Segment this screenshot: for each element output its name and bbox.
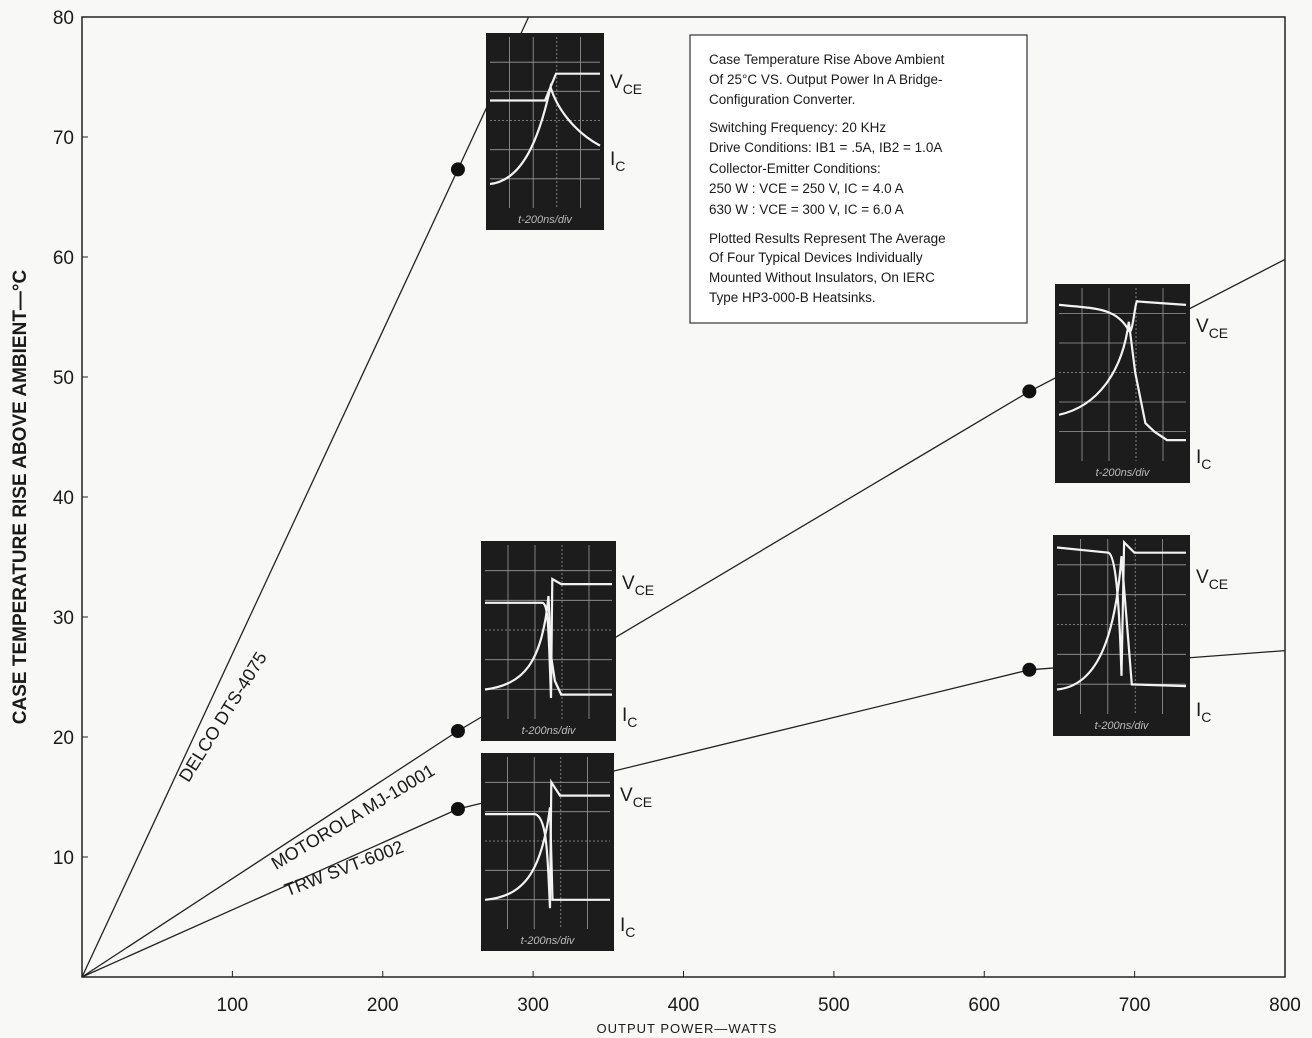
- vce-label-sub: CE: [635, 582, 654, 598]
- vce-label-main: V: [1196, 567, 1209, 588]
- ic-label-main: I: [622, 705, 627, 726]
- inset-timebase: t-200ns/div: [1096, 467, 1151, 479]
- ic-label-main: I: [620, 915, 625, 936]
- vce-label-main: V: [1196, 316, 1209, 337]
- data-point: [450, 724, 465, 738]
- ic-label-sub: C: [1201, 456, 1211, 472]
- inset-trace: [485, 577, 612, 699]
- x-tick-label: 100: [217, 995, 249, 1016]
- vce-label: VCE: [610, 72, 642, 97]
- x-tick-label: 300: [517, 995, 549, 1016]
- inset-trace: [484, 595, 612, 696]
- y-tick-label: 30: [53, 608, 74, 629]
- inset-trace: [485, 778, 610, 909]
- x-tick-label: 400: [668, 995, 700, 1016]
- vce-label-sub: CE: [633, 794, 652, 810]
- y-tick-label: 70: [53, 128, 74, 149]
- vce-label-sub: CE: [1209, 576, 1228, 592]
- ic-label-main: I: [1196, 447, 1201, 468]
- vce-label: VCE: [1196, 316, 1228, 341]
- inset-trace: [484, 807, 610, 901]
- oscilloscope-inset: t-200ns/div VCE IC: [1055, 284, 1228, 483]
- inset-screen: [486, 33, 604, 230]
- ic-label: IC: [610, 149, 625, 174]
- data-point: [1022, 384, 1037, 399]
- x-tick-label: 800: [1269, 995, 1301, 1016]
- note-line: Case Temperature Rise Above Ambient: [709, 52, 945, 67]
- x-axis-title: OUTPUT POWER—WATTS: [597, 1021, 778, 1036]
- ic-label-main: I: [1196, 700, 1201, 721]
- x-tick-label: 500: [818, 995, 850, 1016]
- vce-label: VCE: [1196, 567, 1228, 592]
- note-line: Collector-Emitter Conditions:: [709, 161, 881, 176]
- inset-timebase: t-200ns/div: [522, 725, 577, 737]
- note-line: Configuration Converter.: [709, 92, 855, 107]
- vce-label: VCE: [620, 785, 652, 810]
- vce-label: VCE: [622, 573, 654, 598]
- oscilloscope-inset: t-200ns/div VCE IC: [481, 541, 654, 741]
- data-point: [450, 802, 465, 816]
- oscilloscope-inset: t-200ns/div VCE IC: [481, 753, 652, 951]
- ic-label: IC: [622, 705, 637, 730]
- inset-timebase: t-200ns/div: [518, 214, 573, 226]
- y-tick-label: 20: [53, 728, 74, 749]
- data-point: [1022, 662, 1037, 677]
- x-tick-label: 700: [1119, 995, 1151, 1016]
- vce-label-main: V: [622, 573, 635, 594]
- inset-trace: [1058, 321, 1186, 442]
- note-line: Drive Conditions: IB1 = .5A, IB2 = 1.0A: [709, 140, 942, 155]
- oscilloscope-inset: t-200ns/div VCE IC: [486, 33, 642, 230]
- note-line: 250 W : VCE = 250 V, IC = 4.0 A: [709, 181, 904, 196]
- y-axis-title: CASE TEMPERATURE RISE ABOVE AMBIENT—°C: [10, 269, 31, 724]
- y-tick-label: 80: [53, 8, 74, 29]
- ic-label: IC: [1196, 447, 1211, 472]
- y-tick-label: 60: [53, 248, 74, 269]
- ic-label-sub: C: [1201, 709, 1211, 725]
- vce-label-sub: CE: [623, 81, 642, 97]
- inset-timebase: t-200ns/div: [521, 935, 576, 947]
- data-point: [450, 162, 465, 177]
- inset-timebase: t-200ns/div: [1095, 720, 1150, 732]
- y-tick-label: 40: [53, 488, 74, 509]
- inset-trace: [490, 72, 600, 102]
- note-box: [689, 34, 1028, 324]
- ic-label-sub: C: [627, 714, 637, 730]
- ic-label: IC: [620, 915, 635, 940]
- ic-label-sub: C: [625, 924, 635, 940]
- note-line: Switching Frequency: 20 KHz: [709, 120, 886, 135]
- inset-screen: [1055, 284, 1190, 483]
- note-line: Of Four Typical Devices Individually: [709, 250, 923, 265]
- ic-label: IC: [1196, 700, 1211, 725]
- ic-label-main: I: [610, 149, 615, 170]
- x-tick-label: 600: [968, 995, 1000, 1016]
- y-tick-label: 10: [53, 848, 74, 869]
- y-tick-label: 50: [53, 368, 74, 389]
- note-line: Mounted Without Insulators, On IERC: [709, 270, 935, 285]
- inset-trace: [489, 82, 601, 186]
- inset-trace: [1056, 556, 1187, 691]
- oscilloscope-inset: t-200ns/div VCE IC: [1053, 535, 1228, 736]
- vce-label-sub: CE: [1209, 325, 1228, 341]
- note-line: Type HP3-000-B Heatsinks.: [709, 290, 876, 305]
- note-line: Plotted Results Represent The Average: [709, 231, 946, 246]
- vce-label-main: V: [610, 72, 623, 93]
- vce-label-main: V: [620, 785, 633, 806]
- note-line: 630 W : VCE = 300 V, IC = 6.0 A: [709, 202, 904, 217]
- x-tick-label: 200: [367, 995, 399, 1016]
- ic-label-sub: C: [615, 158, 625, 174]
- note-line: Of 25°C VS. Output Power In A Bridge-: [709, 72, 943, 87]
